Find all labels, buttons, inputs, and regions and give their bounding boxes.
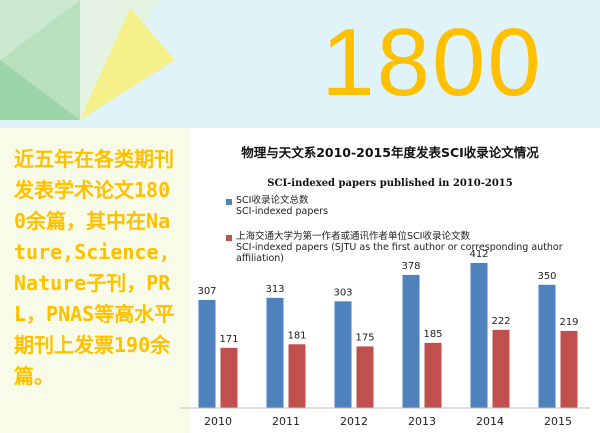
data-label-sjtu-2013: 185 xyxy=(423,329,442,340)
bar-sjtu-2015 xyxy=(560,330,578,408)
legend-label-sjtu-cn: 上海交通大学为第一作者或通讯作者单位SCI收录论文数 xyxy=(236,231,470,242)
bar-sjtu-2010 xyxy=(220,347,238,408)
triangle-dark-green xyxy=(0,60,80,120)
legend-label-sjtu-en: SCI-indexed papers (SJTU as the first au… xyxy=(236,242,563,264)
legend-label-total: SCI收录论文总数 SCI-indexed papers xyxy=(236,195,596,217)
bar-sjtu-2011 xyxy=(288,344,306,408)
chart-panel xyxy=(190,128,600,433)
bar-total-2011 xyxy=(266,297,284,408)
bar-sjtu-2014 xyxy=(492,329,510,408)
legend-swatch-sjtu xyxy=(226,235,232,241)
data-label-total-2015: 350 xyxy=(537,271,556,282)
x-tick-label-2010: 2010 xyxy=(204,415,232,428)
data-label-sjtu-2010: 171 xyxy=(219,334,238,345)
data-label-sjtu-2014: 222 xyxy=(491,316,510,327)
data-label-sjtu-2015: 219 xyxy=(559,317,578,328)
data-label-total-2012: 303 xyxy=(333,287,352,298)
data-label-total-2010: 307 xyxy=(197,286,216,297)
x-tick-label-2014: 2014 xyxy=(476,415,504,428)
bar-total-2015 xyxy=(538,284,556,408)
legend-label-total-cn: SCI收录论文总数 xyxy=(236,195,309,206)
x-tick-label-2012: 2012 xyxy=(340,415,368,428)
left-text-panel xyxy=(0,128,190,433)
legend-swatch-total xyxy=(226,199,232,205)
x-tick-label-2011: 2011 xyxy=(272,415,300,428)
data-label-total-2014: 412 xyxy=(469,249,488,260)
data-label-total-2011: 313 xyxy=(265,284,284,295)
bar-total-2012 xyxy=(334,301,352,408)
bar-sjtu-2012 xyxy=(356,346,374,408)
data-label-sjtu-2011: 181 xyxy=(287,330,306,341)
x-tick-label-2013: 2013 xyxy=(408,415,436,428)
data-label-total-2013: 378 xyxy=(401,261,420,272)
headline-number: 1800 xyxy=(321,9,543,116)
bar-sjtu-2013 xyxy=(424,342,442,408)
bar-total-2014 xyxy=(470,262,488,408)
summary-text: 近五年在各类期刊发表学术论文1800余篇，其中在Nature,Science,N… xyxy=(14,147,175,388)
triangle-yellow xyxy=(80,8,175,120)
bar-total-2013 xyxy=(402,274,420,408)
data-label-sjtu-2012: 175 xyxy=(355,332,374,343)
legend-label-sjtu: 上海交通大学为第一作者或通讯作者单位SCI收录论文数 SCI-indexed p… xyxy=(236,231,596,264)
x-tick-label-2015: 2015 xyxy=(544,415,572,428)
legend-label-total-en: SCI-indexed papers xyxy=(236,206,329,217)
bar-total-2010 xyxy=(198,299,216,408)
chart-title: 物理与天文系2010-2015年度发表SCI收录论文情况 xyxy=(241,145,539,160)
chart-subtitle: SCI-indexed papers published in 2010-201… xyxy=(267,178,513,189)
